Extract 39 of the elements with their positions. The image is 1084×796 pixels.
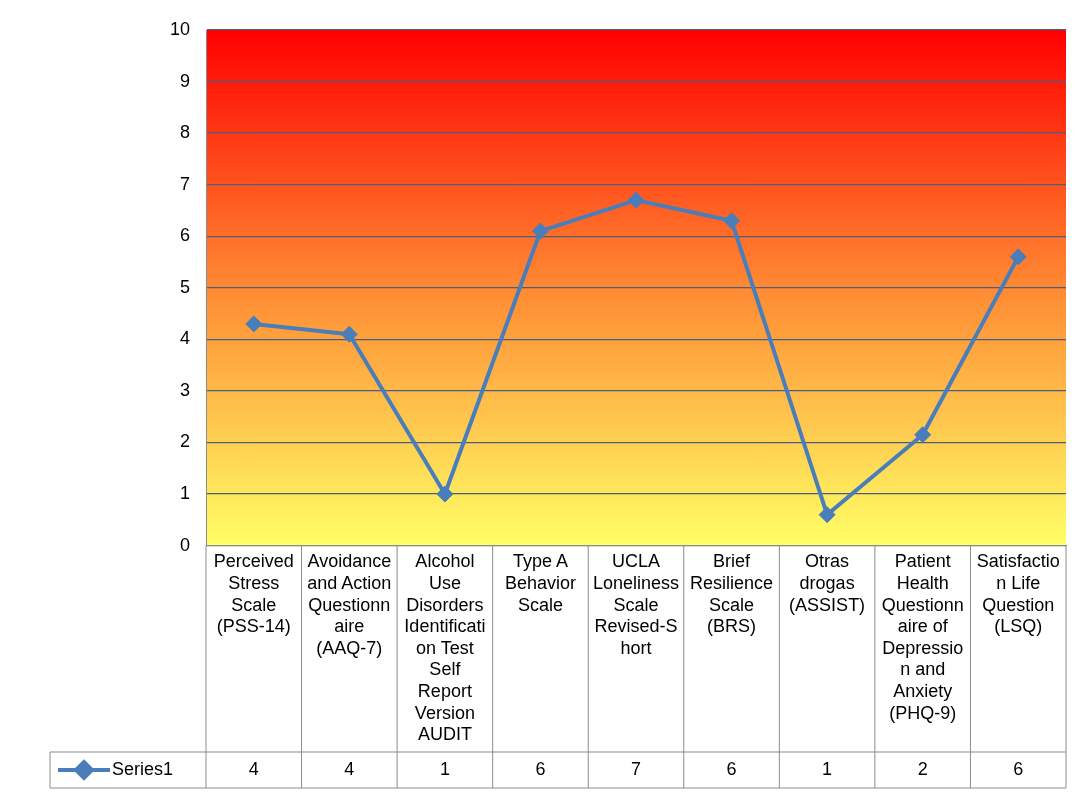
data-label: 1 [439,758,450,779]
y-tick-label: 10 [169,18,190,39]
y-tick-label: 4 [179,328,190,349]
point [627,191,645,209]
legend-label: Series1 [112,758,174,779]
x-tick-label: Brief Resilience Scale (BRS) [690,551,774,637]
data-label: 6 [535,758,546,779]
x-tick-label: Patient Health Questionnaire of Depression and Anxiety (PHQ-9) [881,551,964,723]
x-tick-label: UCLA Loneliness Scale Revised-Short [592,551,680,658]
x-tick-label: Type A Behavior Scale [504,551,576,615]
data-label: 7 [630,758,642,779]
data-label: 4 [344,758,355,779]
point [531,222,549,240]
data-label: 6 [726,758,737,779]
y-tick-label: 8 [179,122,190,143]
y-tick-label: 7 [179,173,190,194]
y-tick-label: 1 [179,483,190,504]
data-label: 6 [1013,758,1024,779]
data-label: 4 [248,758,259,779]
x-tick-label: Satisfaction Life Question (LSQ) [976,551,1060,637]
point [723,212,741,230]
y-tick-label: 2 [179,431,190,452]
y-tick-label: 6 [179,225,190,246]
data-label: 2 [917,758,928,779]
y-tick-label: 5 [179,276,190,297]
y-tick-label: 3 [179,379,190,400]
point [245,315,263,333]
point [914,426,932,444]
y-tick-label: 0 [179,534,190,555]
point [818,506,836,524]
x-tick-label: Perceived Stress Scale (PSS-14) [213,551,294,637]
x-tick-label: Avoidance and Action Questionnaire (AAQ-7) [307,551,392,658]
x-tick-label: Otras drogas (ASSIST) [789,551,866,615]
point [340,325,358,343]
data-label: 1 [822,758,833,779]
point [1009,248,1027,266]
category-label: Alcohol Use Disorders Identification Test Self Report Version AUDIT [404,551,486,745]
y-tick-label: 9 [179,70,190,91]
point [436,485,454,503]
